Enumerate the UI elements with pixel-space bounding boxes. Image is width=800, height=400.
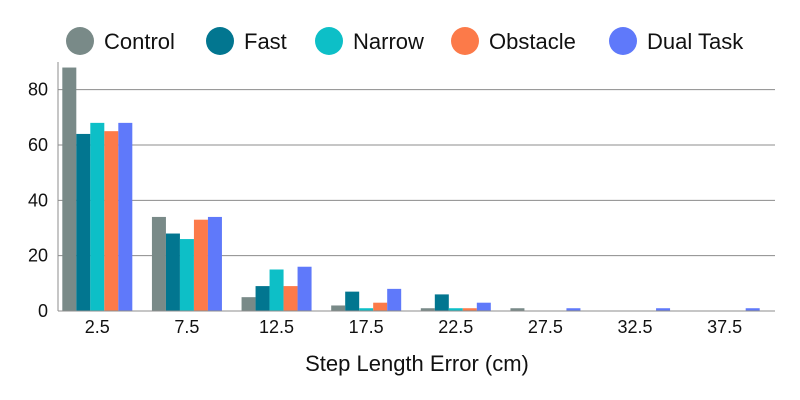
x-tick-label: 12.5 — [259, 317, 294, 337]
x-tick-label: 7.5 — [174, 317, 199, 337]
x-tick-label: 27.5 — [528, 317, 563, 337]
bar-obstacle-12.5 — [283, 286, 298, 311]
x-tick-label: 2.5 — [85, 317, 110, 337]
bar-dual-task-12.5 — [297, 266, 312, 311]
legend-swatch — [451, 27, 479, 55]
legend-item: Control — [66, 27, 175, 55]
bars — [62, 67, 760, 312]
bar-obstacle-22.5 — [462, 308, 477, 311]
x-tick-label: 37.5 — [707, 317, 742, 337]
bar-control-22.5 — [420, 308, 435, 311]
legend: Control Fast Narrow Obstacle Dual Task — [66, 27, 744, 55]
legend-label: Control — [104, 29, 175, 54]
bar-control-7.5 — [151, 216, 166, 311]
bar-control-2.5 — [62, 67, 77, 312]
y-tick-label: 60 — [28, 135, 48, 155]
bar-narrow-17.5 — [359, 308, 374, 311]
bar-fast-12.5 — [255, 286, 270, 311]
bar-fast-2.5 — [76, 133, 91, 311]
legend-swatch — [66, 27, 94, 55]
legend-swatch — [609, 27, 637, 55]
bar-dual-task-17.5 — [387, 288, 402, 311]
legend-swatch — [315, 27, 343, 55]
bar-narrow-22.5 — [448, 308, 463, 311]
y-tick-label: 20 — [28, 246, 48, 266]
bar-fast-7.5 — [165, 233, 180, 311]
bar-dual-task-37.5 — [745, 308, 760, 311]
bar-control-12.5 — [241, 297, 256, 311]
y-tick-label: 80 — [28, 80, 48, 100]
legend-label: Fast — [244, 29, 287, 54]
bar-control-17.5 — [331, 305, 346, 311]
bar-dual-task-2.5 — [118, 122, 133, 311]
bar-obstacle-2.5 — [104, 131, 119, 311]
legend-label: Obstacle — [489, 29, 576, 54]
legend-item: Obstacle — [451, 27, 576, 55]
bar-obstacle-17.5 — [373, 302, 388, 311]
bar-obstacle-7.5 — [193, 219, 208, 311]
bar-dual-task-27.5 — [566, 308, 581, 311]
legend-item: Fast — [206, 27, 287, 55]
legend-item: Narrow — [315, 27, 424, 55]
legend-label: Narrow — [353, 29, 424, 54]
bar-narrow-2.5 — [90, 122, 105, 311]
bar-dual-task-22.5 — [476, 302, 491, 311]
y-axis-ticks: 0 20 40 60 80 — [28, 80, 48, 321]
y-tick-label: 40 — [28, 190, 48, 210]
x-axis-ticks: 2.5 7.5 12.5 17.5 22.5 27.5 32.5 37.5 — [85, 317, 742, 337]
bar-dual-task-32.5 — [656, 308, 671, 311]
bar-fast-17.5 — [345, 291, 360, 311]
legend-swatch — [206, 27, 234, 55]
bar-fast-22.5 — [434, 294, 449, 311]
bar-narrow-12.5 — [269, 269, 284, 311]
bar-control-27.5 — [510, 308, 525, 311]
x-axis-title: Step Length Error (cm) — [305, 351, 529, 376]
legend-label: Dual Task — [647, 29, 744, 54]
y-tick-label: 0 — [38, 301, 48, 321]
x-tick-label: 32.5 — [618, 317, 653, 337]
x-tick-label: 17.5 — [349, 317, 384, 337]
legend-item: Dual Task — [609, 27, 744, 55]
gridlines — [58, 89, 775, 257]
bar-dual-task-7.5 — [207, 216, 222, 311]
bar-narrow-7.5 — [179, 239, 194, 311]
x-tick-label: 22.5 — [438, 317, 473, 337]
